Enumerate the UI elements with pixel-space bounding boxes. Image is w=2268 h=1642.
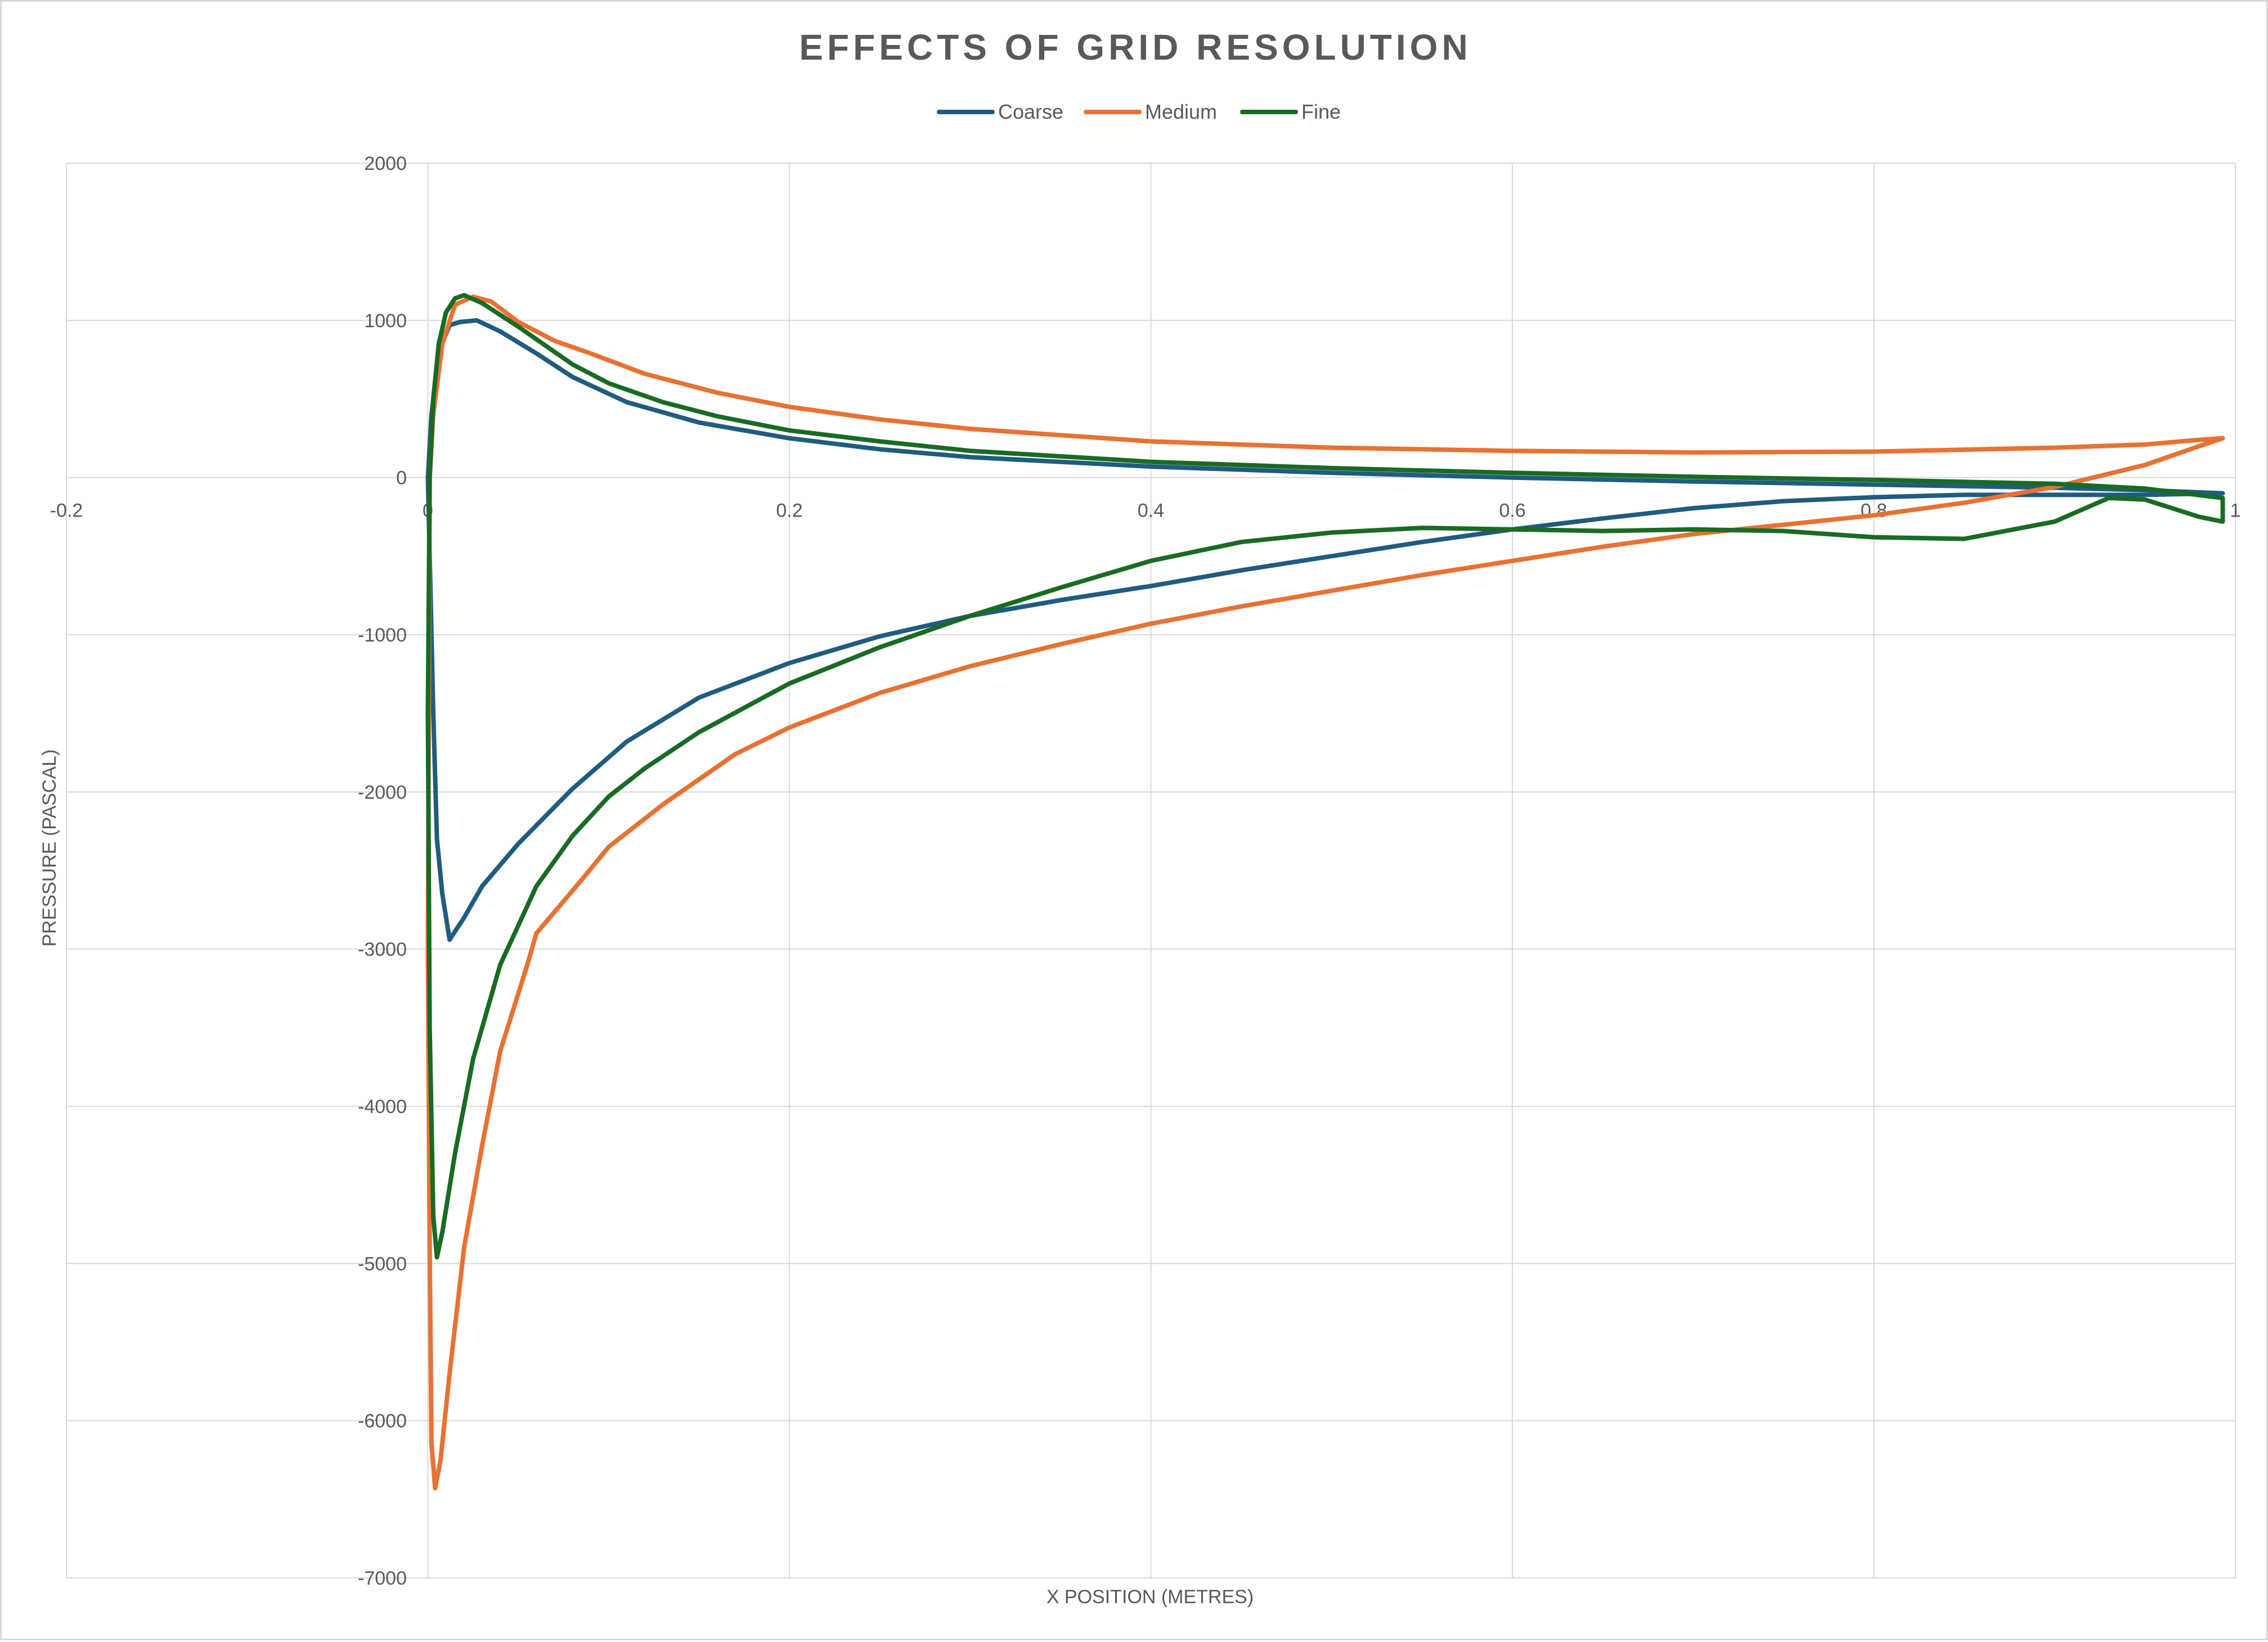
- y-tick-label: 0: [396, 468, 407, 489]
- y-tick-label: -7000: [358, 1568, 407, 1589]
- legend-item-coarse: Coarse: [937, 100, 1063, 123]
- y-tick-label: -2000: [358, 782, 407, 803]
- data-series: [425, 293, 2225, 1491]
- x-tick-label: -0.2: [50, 500, 83, 522]
- y-axis-title: PRESSURE (PASCAL): [39, 750, 60, 947]
- x-tick-label: 0.6: [1499, 500, 1525, 522]
- chart-title: EFFECTS OF GRID RESOLUTION: [799, 27, 1471, 68]
- y-tick-label: 2000: [364, 153, 407, 174]
- vertical-gridlines: [66, 163, 2236, 1578]
- legend: Coarse Medium Fine: [937, 100, 1341, 123]
- legend-item-medium: Medium: [1084, 100, 1217, 123]
- legend-label: Coarse: [998, 100, 1063, 123]
- legend-label: Medium: [1145, 100, 1217, 123]
- y-tick-label: 1000: [364, 310, 407, 331]
- x-tick-label: 1: [2230, 500, 2241, 522]
- series-line-coarse: [425, 318, 2225, 942]
- x-tick-label: 0.4: [1138, 500, 1164, 522]
- x-axis-title: X POSITION (METRES): [1047, 1586, 1254, 1608]
- y-tick-label: -4000: [358, 1096, 407, 1118]
- y-tick-label: -3000: [358, 939, 407, 961]
- y-tick-label: -1000: [358, 625, 407, 646]
- x-tick-label: 0.2: [776, 500, 802, 522]
- legend-item-fine: Fine: [1240, 100, 1341, 123]
- legend-label: Fine: [1301, 100, 1341, 123]
- series-line-fine: [425, 293, 2225, 1260]
- series-line-medium: [425, 294, 2225, 1491]
- y-axis-tick-labels: 2000 1000 0 -1000 -2000 -3000 -4000 -5000 -6000 -…: [358, 153, 407, 1589]
- y-tick-label: -5000: [358, 1253, 407, 1275]
- y-tick-label: -6000: [358, 1411, 407, 1432]
